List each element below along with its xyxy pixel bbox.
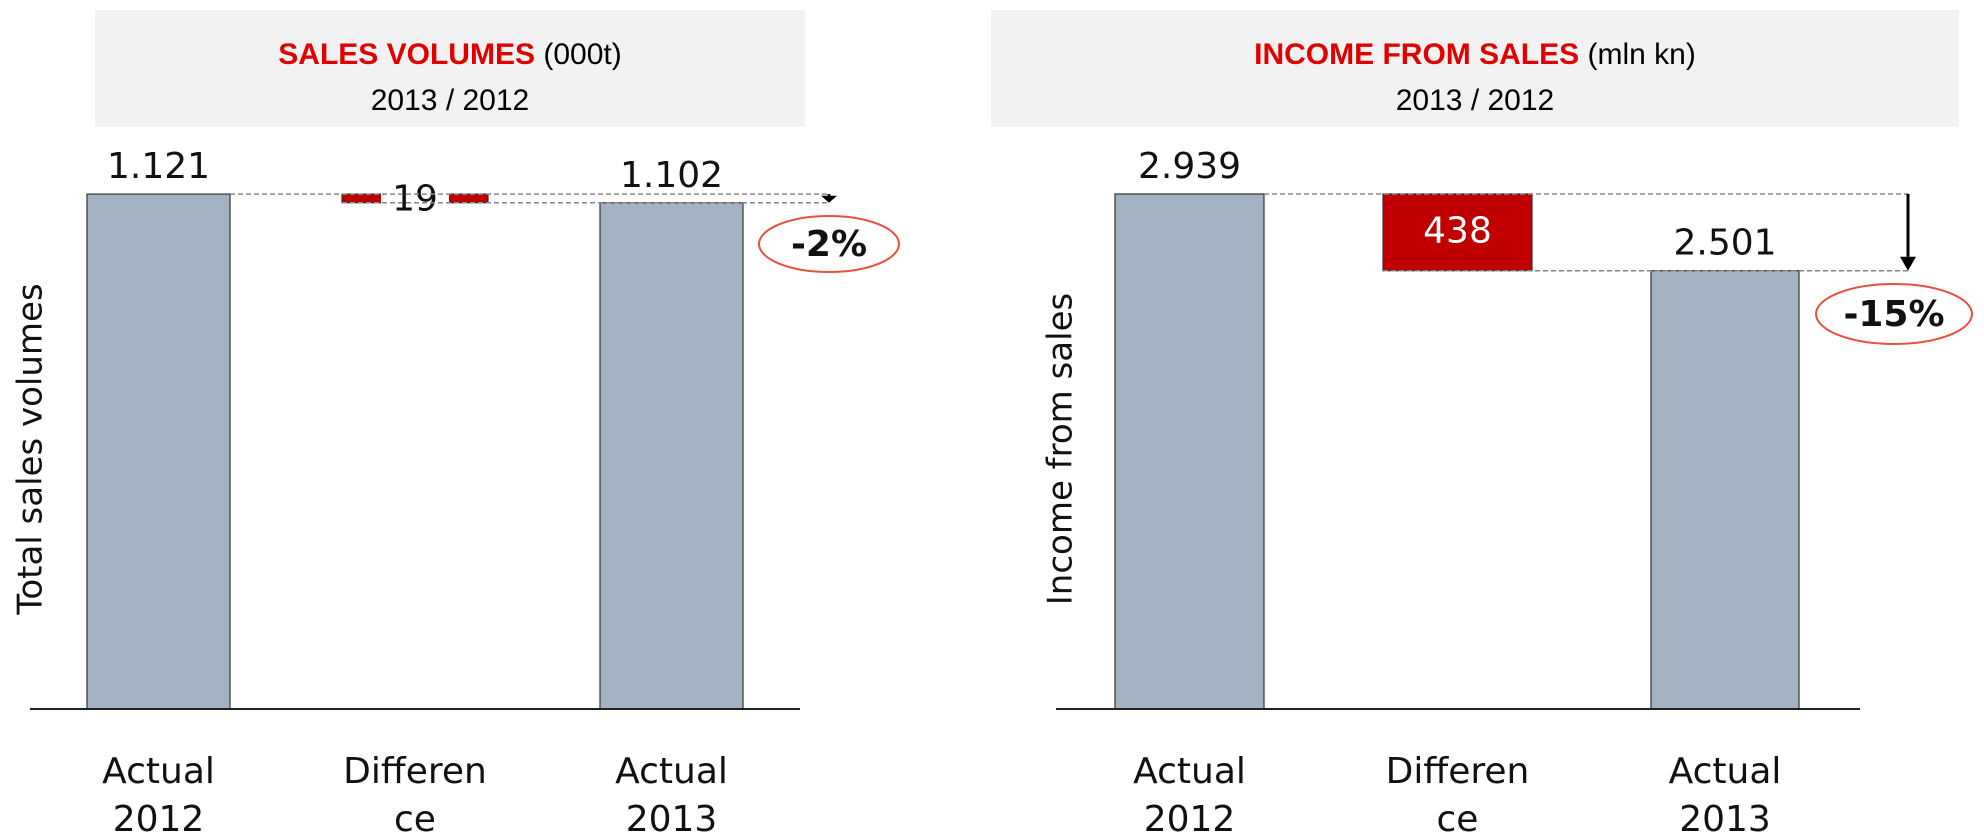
title-unit: (000t): [543, 38, 622, 71]
annotation: -15%: [1843, 294, 1944, 335]
x-tick-label: Difference: [343, 751, 487, 838]
y-axis-label: Total sales volumes: [11, 283, 51, 615]
value-label: 2.501: [1673, 223, 1776, 264]
header-line: SALES VOLUMES (000t): [95, 32, 805, 78]
x-tick-label: Actual 2012: [1133, 751, 1246, 838]
chart-title: INCOME FROM SALES: [1254, 38, 1580, 71]
annotation-ellipse: [758, 215, 900, 273]
chart-header: SALES VOLUMES (000t) 2013 / 2012: [95, 10, 805, 127]
bar: [599, 202, 744, 710]
annotation: -2%: [791, 224, 867, 265]
value-label: 19: [392, 178, 438, 219]
chart-subtitle: 2013 / 2012: [370, 84, 530, 117]
x-tick-label: Actual 2013: [615, 751, 728, 838]
chart-header: INCOME FROM SALES (mln kn) 2013 / 2012: [991, 10, 1959, 127]
value-label: 1.121: [107, 146, 210, 187]
annotation-ellipse: [1815, 283, 1973, 345]
x-tick-label: Actual 2013: [1668, 751, 1782, 838]
y-axis-label: Income from sales: [1041, 293, 1081, 605]
header-line: 2013 / 2012: [991, 78, 1959, 124]
value-label: 2.939: [1138, 146, 1241, 187]
bar: [86, 193, 231, 710]
chart-title: SALES VOLUMES: [278, 38, 535, 71]
value-label: 1.102: [620, 155, 723, 196]
arrow-head: [1900, 256, 1916, 271]
header-line: INCOME FROM SALES (mln kn): [991, 32, 1959, 78]
arrow-head: [821, 195, 837, 203]
chart-subtitle: 2013 / 2012: [1395, 84, 1555, 117]
x-tick-label: Difference: [1385, 751, 1530, 838]
header-line: 2013 / 2012: [95, 78, 805, 124]
label-background: [381, 178, 449, 219]
bar: [1114, 193, 1265, 710]
title-unit: (mln kn): [1587, 38, 1696, 71]
x-tick-label: Actual 2012: [102, 751, 215, 838]
value-label: 438: [1423, 210, 1492, 251]
bar: [1650, 270, 1800, 710]
